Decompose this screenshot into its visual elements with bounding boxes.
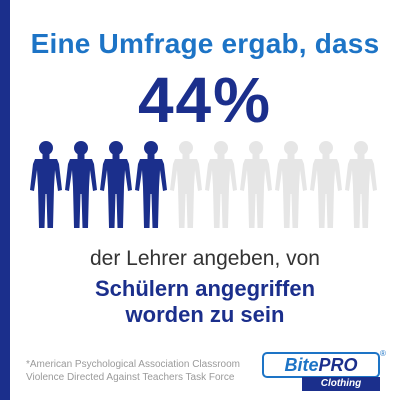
- person-icon-highlighted: [100, 141, 132, 228]
- pictogram: [30, 141, 377, 228]
- registered-mark: ®: [380, 349, 386, 358]
- logo-subtitle: Clothing: [302, 377, 380, 391]
- person-icon-highlighted: [135, 141, 167, 228]
- bitepro-logo: BitePRO ® Clothing: [262, 349, 388, 392]
- logo-brand-part1: Bite: [284, 355, 319, 375]
- left-accent-bar: [0, 0, 10, 400]
- person-icon-highlighted: [30, 141, 62, 228]
- headline: Eine Umfrage ergab, dass: [30, 28, 380, 59]
- person-icon: [275, 141, 307, 228]
- emphasis-line-1: Schülern angegriffen: [94, 276, 316, 301]
- person-icon: [240, 141, 272, 228]
- person-icon: [310, 141, 342, 228]
- person-icon: [205, 141, 237, 228]
- source-footnote: *American Psychological Association Clas…: [26, 358, 256, 384]
- person-icon: [170, 141, 202, 228]
- person-icon-highlighted: [65, 141, 97, 228]
- statistic-value: 44%: [137, 64, 273, 136]
- emphasis-text: Schülern angegriffen worden zu sein: [10, 276, 400, 328]
- person-icon: [345, 141, 377, 228]
- logo-brand-part2: PRO: [318, 355, 358, 375]
- emphasis-line-2: worden zu sein: [125, 302, 285, 327]
- source-line-2: Violence Directed Against Teachers Task …: [26, 372, 235, 383]
- subline: der Lehrer angeben, von: [89, 247, 320, 270]
- logo-wordmark: BitePRO: [262, 352, 380, 378]
- source-line-1: *American Psychological Association Clas…: [26, 359, 240, 370]
